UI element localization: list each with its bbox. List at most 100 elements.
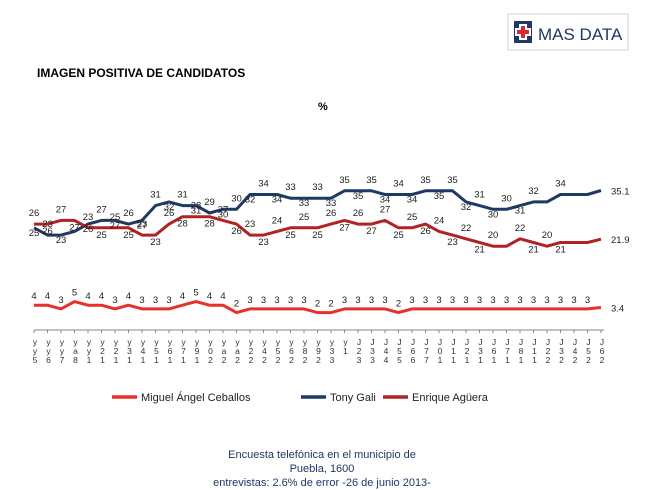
data-label-enrique: 20 [488, 230, 499, 241]
data-label-tony: 32 [461, 202, 472, 213]
data-label-miguel: 5 [72, 288, 77, 299]
data-label-enrique: 23 [137, 219, 148, 230]
data-label-miguel: 3 [409, 295, 414, 306]
data-label-enrique: 23 [258, 237, 269, 248]
data-label-tony: 33 [326, 198, 337, 209]
data-label-enrique: 21 [555, 245, 566, 256]
data-label-miguel: 3 [450, 295, 455, 306]
data-label-enrique: 28 [191, 201, 202, 212]
data-label-tony: 31 [150, 190, 161, 201]
data-label-tony: 35 [366, 175, 377, 186]
data-label-tony: 34 [258, 179, 269, 190]
data-label-miguel: 3 [490, 295, 495, 306]
series-line-enrique [34, 215, 602, 248]
data-label-enrique: 21 [528, 245, 539, 256]
data-label-enrique: 25 [110, 212, 121, 223]
data-label-tony: 33 [312, 182, 323, 193]
data-label-miguel: 4 [220, 291, 225, 302]
data-label-miguel: 3 [247, 295, 252, 306]
data-label-enrique: 27 [218, 204, 229, 215]
data-label-tony: 34 [380, 195, 391, 206]
legend-label-enrique: Enrique Agüera [412, 392, 489, 404]
data-label-miguel: 2 [396, 299, 401, 310]
data-label-miguel: 3 [166, 295, 171, 306]
data-label-miguel: 3 [112, 295, 117, 306]
mas-data-logo: MAS DATA [507, 13, 629, 51]
data-label-tony: 35 [447, 175, 458, 186]
data-label-tony: 34 [555, 179, 566, 190]
data-label-tony: 30 [218, 209, 229, 220]
legend-label-tony: Tony Gali [330, 392, 376, 404]
data-label-enrique: 22 [515, 223, 526, 234]
data-label-miguel: 3 [274, 295, 279, 306]
data-label-enrique: 25 [299, 212, 310, 223]
legend: Miguel Ángel Ceballos Tony Gali Enrique Ag… [112, 391, 489, 404]
data-label-enrique: 26 [326, 208, 337, 219]
data-label-miguel: 3 [139, 295, 144, 306]
data-label-enrique: 24 [272, 215, 283, 226]
data-label-miguel: 3 [423, 295, 428, 306]
data-label-miguel: 4 [99, 291, 104, 302]
data-label-enrique: 25 [123, 230, 134, 241]
data-label-tony: 32 [164, 202, 175, 213]
data-label-miguel: 4 [180, 291, 185, 302]
data-label-miguel: 3 [153, 295, 158, 306]
data-label-miguel: 3 [463, 295, 468, 306]
data-label-enrique: 26 [231, 226, 242, 237]
data-label-miguel: 4 [207, 291, 212, 302]
series-line-tony [33, 189, 602, 237]
data-label-tony: 32 [245, 195, 256, 206]
data-label-miguel: 3 [558, 295, 563, 306]
data-label-tony: 26 [83, 224, 94, 235]
data-label-tony: 30 [488, 209, 499, 220]
data-label-enrique: 23 [245, 219, 256, 230]
footer-band [0, 443, 650, 484]
data-label-miguel: 3 [261, 295, 266, 306]
data-label-tony: 31 [191, 206, 202, 217]
data-label-miguel: 4 [126, 291, 131, 302]
data-label-tony: 35 [339, 175, 350, 186]
data-label-tony: 35 [353, 191, 364, 202]
data-label-tony: 25 [29, 228, 40, 239]
data-label-tony: 31 [177, 190, 188, 201]
chart-title: IMAGEN POSITIVA DE CANDIDATOS [37, 66, 245, 80]
data-label-miguel: 4 [31, 291, 36, 302]
data-label-miguel: 3 [288, 295, 293, 306]
data-label-miguel: 2 [315, 299, 320, 310]
data-label-tony: 33 [285, 182, 296, 193]
data-label-miguel: 3.4 [611, 304, 624, 315]
data-label-enrique: 27 [339, 222, 350, 233]
data-label-enrique: 21 [474, 245, 485, 256]
data-label-enrique: 26 [353, 208, 364, 219]
data-label-miguel: 3 [531, 295, 536, 306]
data-label-tony: 30 [231, 193, 242, 204]
data-label-miguel: 4 [45, 291, 50, 302]
data-label-enrique: 28 [177, 219, 188, 230]
data-label-tony: 35 [434, 191, 445, 202]
data-label-enrique: 24 [434, 215, 445, 226]
